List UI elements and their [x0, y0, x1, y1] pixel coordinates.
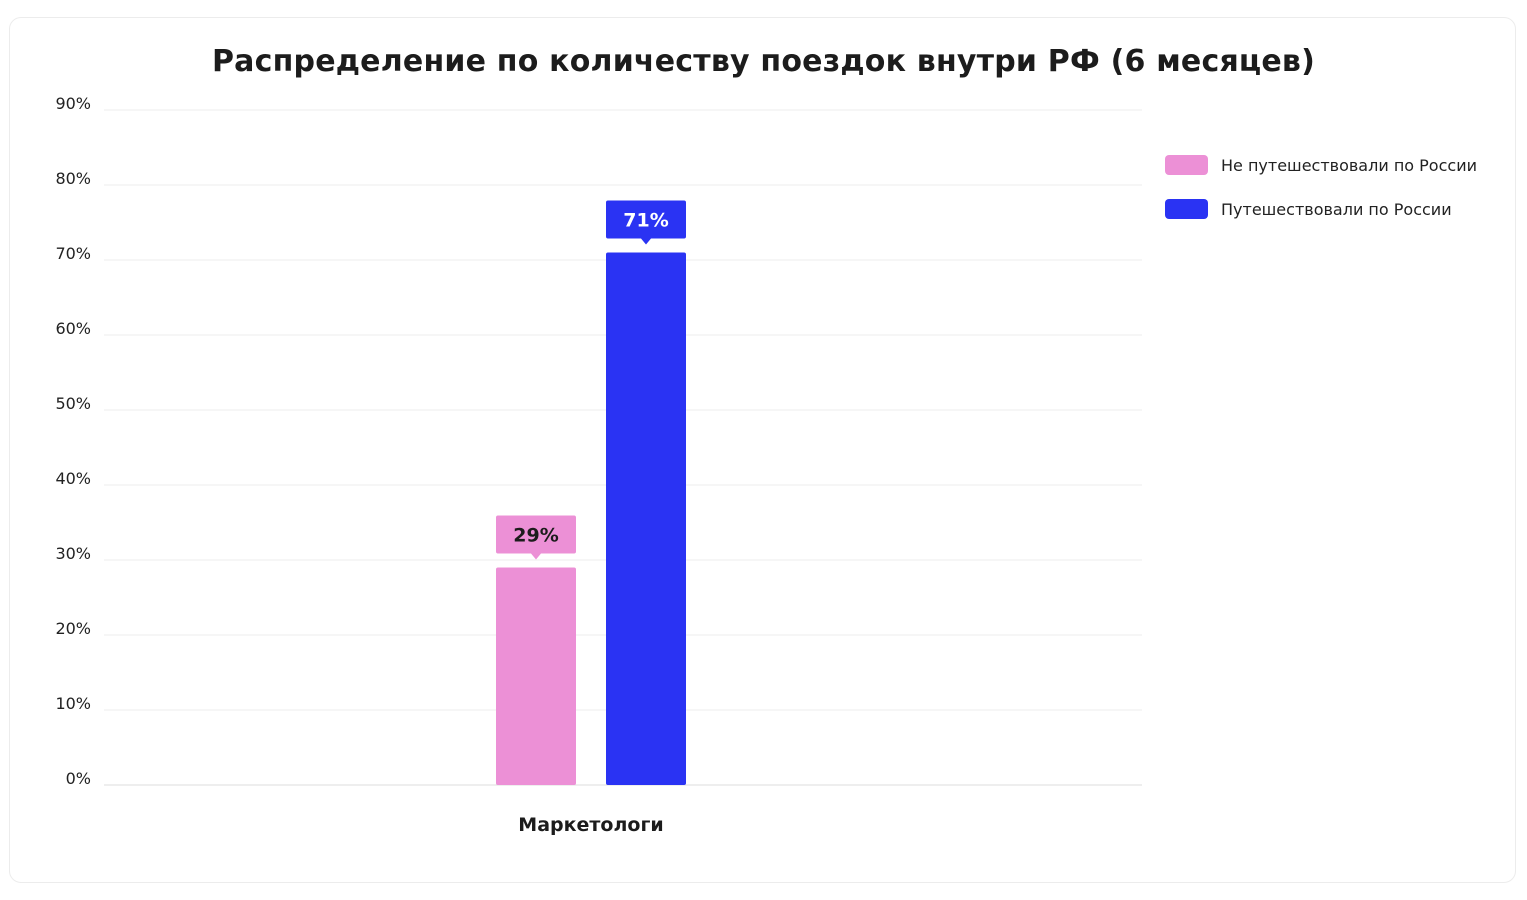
y-tick-label: 70%: [55, 244, 91, 263]
chart-card: [9, 17, 1516, 883]
y-tick-label: 60%: [55, 319, 91, 338]
y-tick-label: 10%: [55, 694, 91, 713]
y-tick-label: 20%: [55, 619, 91, 638]
data-label: 29%: [513, 525, 558, 547]
data-labels: 29% 71%: [496, 200, 686, 560]
legend-item-traveled[interactable]: Путешествовали по России: [1165, 196, 1477, 222]
legend-label: Не путешествовали по России: [1221, 155, 1477, 175]
y-tick-label: 30%: [55, 544, 91, 563]
bar: [606, 252, 686, 785]
y-tick-label: 0%: [66, 769, 91, 788]
data-label-bubble: [606, 200, 686, 245]
y-tick-label: 90%: [55, 94, 91, 113]
legend-item-not-traveled[interactable]: Не путешествовали по России: [1165, 152, 1477, 178]
bars: [496, 252, 686, 785]
data-label: 71%: [623, 210, 668, 232]
y-axis-tick-labels: 0% 10% 20% 30% 40% 50% 60% 70% 80% 90%: [55, 94, 91, 788]
legend-swatch: [1165, 199, 1208, 219]
x-axis-tick-labels: Маркетологи: [518, 814, 663, 836]
y-tick-label: 50%: [55, 394, 91, 413]
y-tick-label: 40%: [55, 469, 91, 488]
legend-label: Путешествовали по России: [1221, 199, 1452, 219]
y-tick-label: 80%: [55, 169, 91, 188]
legend-swatch: [1165, 155, 1208, 175]
chart-title: Распределение по количеству поездок внут…: [211, 44, 1315, 79]
x-tick-label: Маркетологи: [518, 814, 663, 836]
legend: Не путешествовали по России Путешествова…: [1165, 152, 1477, 240]
data-label-bubble: [496, 515, 576, 560]
bar: [496, 567, 576, 785]
